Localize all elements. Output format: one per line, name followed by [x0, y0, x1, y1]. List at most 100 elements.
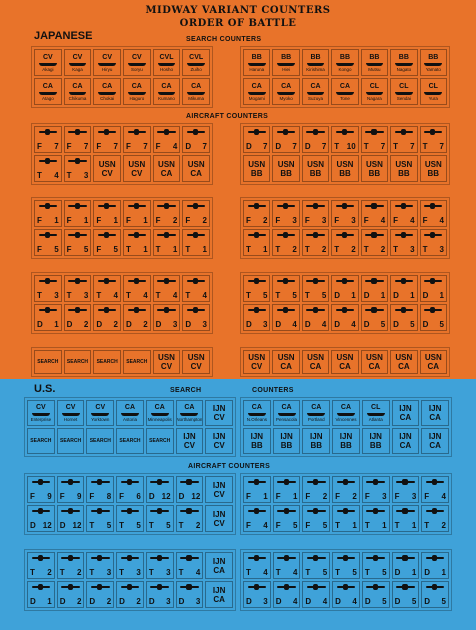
ship-counter[interactable]: CA Astoria — [116, 400, 144, 426]
decoy-counter[interactable]: USN BB — [301, 155, 330, 182]
decoy-counter[interactable]: USN BB — [243, 155, 271, 182]
decoy-counter[interactable]: USN CV — [243, 350, 271, 374]
search-counter[interactable]: SEARCH — [86, 428, 115, 454]
decoy-counter[interactable]: USN BB — [419, 155, 447, 182]
decoy-counter[interactable]: IJN CV — [175, 428, 204, 454]
ship-counter[interactable]: CA Suzuya — [301, 78, 330, 105]
search-counter[interactable]: SEARCH — [34, 350, 62, 374]
ship-counter[interactable]: CV Akagi — [34, 49, 62, 76]
decoy-counter[interactable]: IJN BB — [272, 428, 301, 454]
decoy-counter[interactable]: USN BB — [331, 155, 359, 182]
search-counter[interactable]: SEARCH — [116, 428, 144, 454]
aircraft-counter[interactable]: D 12 — [56, 505, 85, 532]
decoy-counter[interactable]: IJN CA — [391, 428, 420, 454]
ship-counter[interactable]: CV Soryu — [122, 49, 151, 76]
decoy-counter[interactable]: USN BB — [360, 155, 389, 182]
search-counter[interactable]: SEARCH — [56, 428, 85, 454]
decoy-counter[interactable]: IJN CA — [205, 552, 233, 579]
decoy-counter[interactable]: IJN BB — [302, 428, 331, 454]
decoy-counter[interactable]: USN CA — [419, 350, 447, 374]
ship-counter[interactable]: BB Haruna — [243, 49, 271, 76]
decoy-counter[interactable]: USN CA — [331, 350, 359, 374]
search-counter[interactable]: SEARCH — [63, 350, 92, 374]
search-counter[interactable]: SEARCH — [27, 428, 55, 454]
decoy-counter[interactable]: USN CV — [182, 350, 210, 374]
ship-counter[interactable]: CA Myoko — [272, 78, 300, 105]
ship-counter[interactable]: CL Nagara — [360, 78, 389, 105]
search-counter[interactable]: SEARCH — [122, 350, 151, 374]
ship-counter[interactable]: CV Yorktown — [86, 400, 115, 426]
decoy-counter[interactable]: IJN CA — [391, 400, 420, 426]
decoy-counter[interactable]: IJN CA — [421, 428, 449, 454]
ship-counter[interactable]: CA Atago — [34, 78, 62, 105]
search-counter[interactable]: SEARCH — [145, 428, 174, 454]
ship-counter[interactable]: BB Yamato — [419, 49, 447, 76]
ship-counter[interactable]: CVL Hosho — [152, 49, 181, 76]
ship-counter[interactable]: CV Enterprise — [27, 400, 55, 426]
aircraft-counter[interactable]: T 10 — [331, 126, 359, 153]
search-counter[interactable]: SEARCH — [93, 350, 121, 374]
decoy-counter[interactable]: IJN CV — [205, 400, 233, 426]
ship-counter[interactable]: CA N.Orleans — [243, 400, 271, 426]
ship-counter[interactable]: CA Pensacola — [272, 400, 301, 426]
decoy-counter[interactable]: IJN CV — [205, 505, 233, 532]
decoy-counter[interactable]: IJN BB — [243, 428, 271, 454]
ship-counter[interactable]: CA Chikuma — [63, 78, 92, 105]
decoy-counter[interactable]: USN BB — [272, 155, 300, 182]
ship-counter[interactable]: CL Yura — [419, 78, 447, 105]
